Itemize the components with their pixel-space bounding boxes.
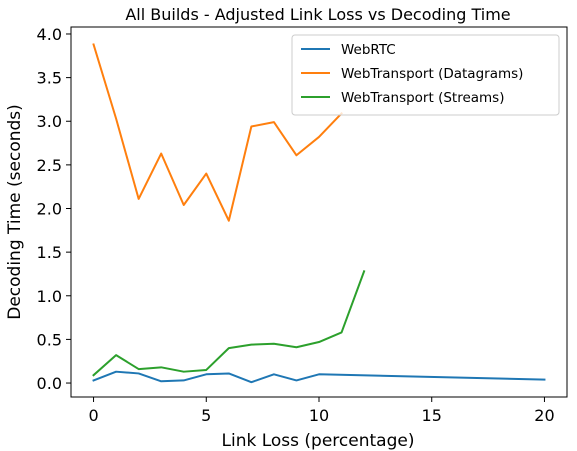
x-tick-label: 5 [201, 406, 211, 425]
y-tick-label: 4.0 [37, 25, 62, 44]
y-tick-label: 1.5 [37, 243, 62, 262]
legend: WebRTC WebTransport (Datagrams) WebTranspo… [291, 34, 560, 116]
x-axis: 0 5 10 15 20 [88, 397, 555, 425]
y-tick-label: 3.0 [37, 112, 62, 131]
series-line-2 [92, 270, 366, 377]
series-line-1 [92, 43, 343, 222]
y-tick-label: 0.0 [37, 374, 62, 393]
y-tick-label: 0.5 [37, 330, 62, 349]
y-tick-label: 2.0 [37, 200, 62, 219]
y-tick-label: 3.5 [37, 69, 62, 88]
x-axis-label: Link Loss (percentage) [222, 431, 415, 451]
y-tick-label: 1.0 [37, 287, 62, 306]
series-line-0 [92, 370, 546, 384]
y-axis: 0.0 0.5 1.0 1.5 2.0 2.5 3.0 3.5 4.0 [37, 25, 71, 393]
legend-label: WebTransport (Datagrams) [341, 66, 523, 82]
legend-label: WebTransport (Streams) [341, 90, 504, 106]
legend-label: WebRTC [341, 42, 396, 58]
x-tick-label: 0 [88, 406, 98, 425]
legend-box [291, 34, 560, 116]
y-axis-label: Decoding Time (seconds) [5, 104, 25, 320]
plot-area [92, 43, 546, 384]
y-tick-label: 2.5 [37, 156, 62, 175]
x-tick-label: 20 [534, 406, 554, 425]
x-tick-label: 15 [422, 406, 442, 425]
x-tick-label: 10 [309, 406, 329, 425]
chart-title: All Builds - Adjusted Link Loss vs Decod… [125, 5, 510, 24]
